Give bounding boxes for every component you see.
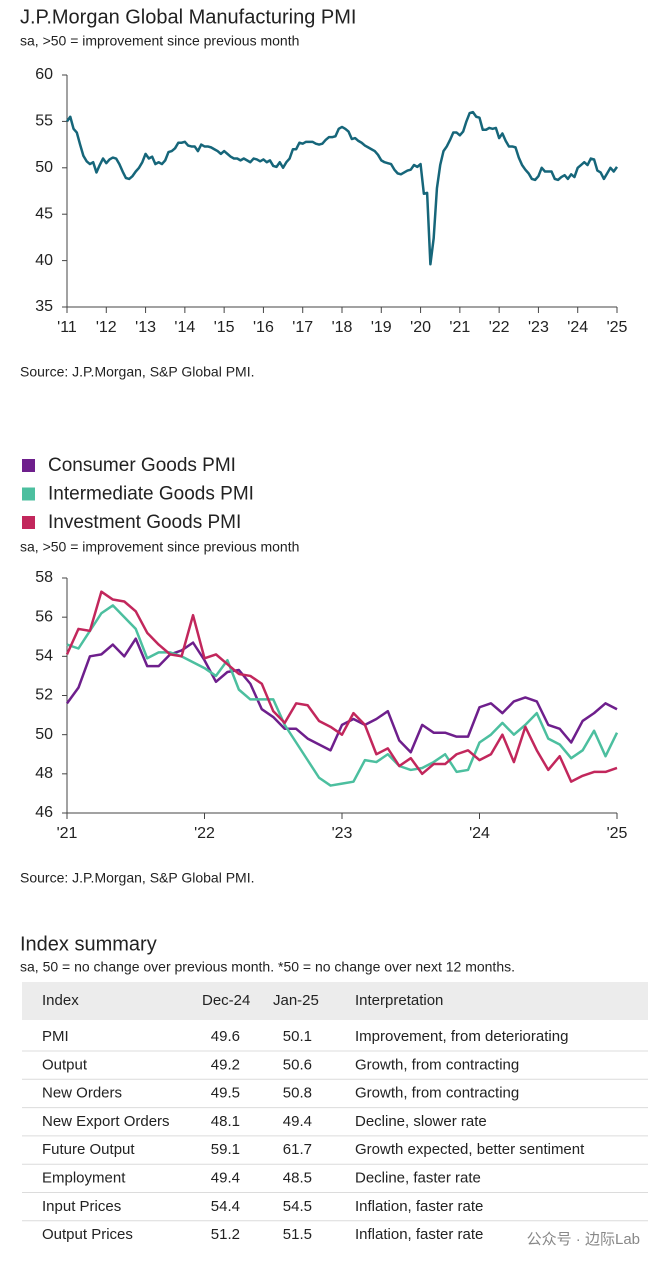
y-tick-label: 48 <box>35 765 53 782</box>
table-cell: Output Prices <box>42 1226 133 1243</box>
x-tick-label: '20 <box>410 319 431 336</box>
series-line <box>65 110 619 266</box>
series-line <box>65 637 618 754</box>
chart-subtitle: sa, >50 = improvement since previous mon… <box>20 33 299 49</box>
table-cell: Input Prices <box>42 1198 121 1215</box>
table-cell: 49.4 <box>211 1169 240 1186</box>
x-tick-label: '23 <box>332 825 353 842</box>
x-tick-label: '14 <box>174 319 195 336</box>
legend-swatch <box>22 459 35 472</box>
table-cell: PMI <box>42 1028 69 1045</box>
table-header: Index <box>42 992 79 1009</box>
table-cell: 59.1 <box>211 1141 240 1158</box>
table-cell: Growth expected, better sentiment <box>355 1141 585 1158</box>
y-tick-label: 46 <box>35 804 53 821</box>
table-cell: 50.1 <box>283 1028 312 1045</box>
table-cell: Inflation, faster rate <box>355 1198 483 1215</box>
y-tick-label: 40 <box>35 252 53 269</box>
legend-swatch <box>22 516 35 529</box>
x-tick-label: '12 <box>96 319 117 336</box>
series-line <box>65 590 618 783</box>
legend-swatch <box>22 487 35 501</box>
x-tick-label: '18 <box>332 319 353 336</box>
x-tick-label: '16 <box>253 319 274 336</box>
table-cell: New Export Orders <box>42 1113 170 1130</box>
table-header: Dec-24 <box>202 992 250 1009</box>
x-tick-label: '19 <box>371 319 392 336</box>
table-cell: 61.7 <box>283 1141 312 1158</box>
y-tick-label: 54 <box>35 648 53 665</box>
table-cell: 49.2 <box>211 1056 240 1073</box>
x-tick-label: '11 <box>57 319 77 336</box>
series-line <box>66 604 619 787</box>
table-cell: 51.5 <box>283 1226 312 1243</box>
table-cell: Improvement, from deteriorating <box>355 1028 568 1045</box>
table-subtitle: sa, 50 = no change over previous month. … <box>20 959 515 975</box>
legend-label: Intermediate Goods PMI <box>48 484 254 505</box>
x-tick-label: '15 <box>214 319 235 336</box>
table-cell: 54.5 <box>283 1198 312 1215</box>
y-tick-label: 60 <box>35 66 53 83</box>
table-header: Interpretation <box>355 992 443 1009</box>
x-tick-label: '13 <box>135 319 156 336</box>
y-tick-label: 56 <box>35 608 53 625</box>
table-header: Jan-25 <box>273 992 319 1009</box>
table-title: Index summary <box>20 933 157 955</box>
table-cell: Decline, faster rate <box>355 1169 481 1186</box>
y-tick-label: 35 <box>35 298 53 315</box>
source: Source: J.P.Morgan, S&P Global PMI. <box>20 364 255 380</box>
x-tick-label: '25 <box>607 825 628 842</box>
table-cell: 50.6 <box>283 1056 312 1073</box>
table-cell: Inflation, faster rate <box>355 1226 483 1243</box>
y-tick-label: 52 <box>35 687 53 704</box>
table-cell: 54.4 <box>211 1198 240 1215</box>
table-cell: 49.5 <box>211 1085 240 1102</box>
y-tick-label: 50 <box>35 159 53 176</box>
chart-title: J.P.Morgan Global Manufacturing PMI <box>20 6 356 28</box>
x-tick-label: '21 <box>449 319 470 336</box>
x-tick-label: '22 <box>489 319 510 336</box>
table-cell: 50.8 <box>283 1085 312 1102</box>
x-tick-label: '22 <box>194 825 215 842</box>
legend-label: Consumer Goods PMI <box>48 455 236 476</box>
table-cell: 48.5 <box>283 1169 312 1186</box>
x-tick-label: '24 <box>469 825 490 842</box>
legend-label: Investment Goods PMI <box>48 512 241 533</box>
table-cell: Output <box>42 1056 88 1073</box>
x-tick-label: '17 <box>292 319 313 336</box>
x-tick-label: '23 <box>528 319 549 336</box>
table-cell: New Orders <box>42 1085 122 1102</box>
table-cell: 51.2 <box>211 1226 240 1243</box>
table-cell: Growth, from contracting <box>355 1085 519 1102</box>
y-tick-label: 50 <box>35 726 53 743</box>
x-tick-label: '24 <box>567 319 588 336</box>
x-tick-label: '25 <box>607 319 628 336</box>
table-cell: Future Output <box>42 1141 135 1158</box>
y-tick-label: 45 <box>35 205 53 222</box>
y-tick-label: 58 <box>35 569 53 586</box>
watermark: 公众号 · 边际Lab <box>527 1231 640 1248</box>
table-cell: Decline, slower rate <box>355 1113 487 1130</box>
y-tick-label: 55 <box>35 113 53 130</box>
table-cell: Employment <box>42 1169 126 1186</box>
table-cell: 49.6 <box>211 1028 240 1045</box>
chart-subtitle: sa, >50 = improvement since previous mon… <box>20 539 299 555</box>
table-cell: Growth, from contracting <box>355 1056 519 1073</box>
source: Source: J.P.Morgan, S&P Global PMI. <box>20 870 255 886</box>
table-header-bg <box>22 982 648 1020</box>
table-cell: 48.1 <box>211 1113 240 1130</box>
x-tick-label: '21 <box>57 825 78 842</box>
table-cell: 49.4 <box>283 1113 312 1130</box>
